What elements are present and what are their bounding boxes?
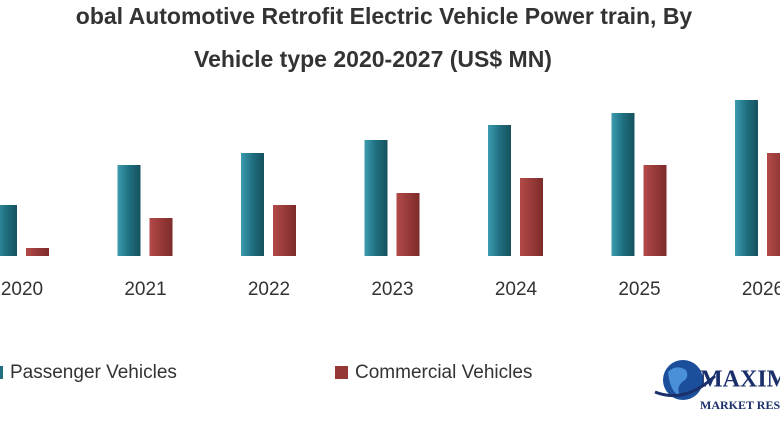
chart-title: obal Automotive Retrofit Electric Vehicl… xyxy=(76,3,693,29)
bar xyxy=(117,165,141,256)
bar xyxy=(26,248,49,256)
x-tick-label: 2020 xyxy=(1,279,43,300)
x-tick-label: 2025 xyxy=(618,279,660,300)
bar xyxy=(767,153,780,256)
x-tick-label: 2021 xyxy=(124,279,166,300)
bar xyxy=(735,100,758,256)
chart-title: Vehicle type 2020-2027 (US$ MN) xyxy=(194,46,552,72)
x-tick-label: 2024 xyxy=(495,279,538,300)
legend-swatch xyxy=(335,366,348,379)
bar xyxy=(149,218,173,256)
bar xyxy=(273,205,296,256)
logo-swoosh xyxy=(654,374,717,398)
x-tick-label: 2023 xyxy=(371,279,413,300)
logo-land xyxy=(668,367,688,396)
x-tick-label: 2022 xyxy=(248,279,290,300)
bar xyxy=(364,140,388,256)
bar xyxy=(611,113,635,256)
legend-label: Commercial Vehicles xyxy=(355,362,532,383)
legend-swatch xyxy=(0,366,3,379)
logo-subtitle: MARKET RES xyxy=(700,398,780,412)
x-tick-label: 2026 xyxy=(742,279,780,300)
bar xyxy=(396,193,420,256)
bar xyxy=(0,205,17,256)
bar xyxy=(643,165,667,256)
logo: MAXIM MARKET RES xyxy=(654,360,780,412)
bar xyxy=(488,125,511,256)
bar xyxy=(241,153,264,256)
bar xyxy=(520,178,543,256)
logo-name: MAXIM xyxy=(700,367,780,393)
legend-label: Passenger Vehicles xyxy=(10,362,177,383)
